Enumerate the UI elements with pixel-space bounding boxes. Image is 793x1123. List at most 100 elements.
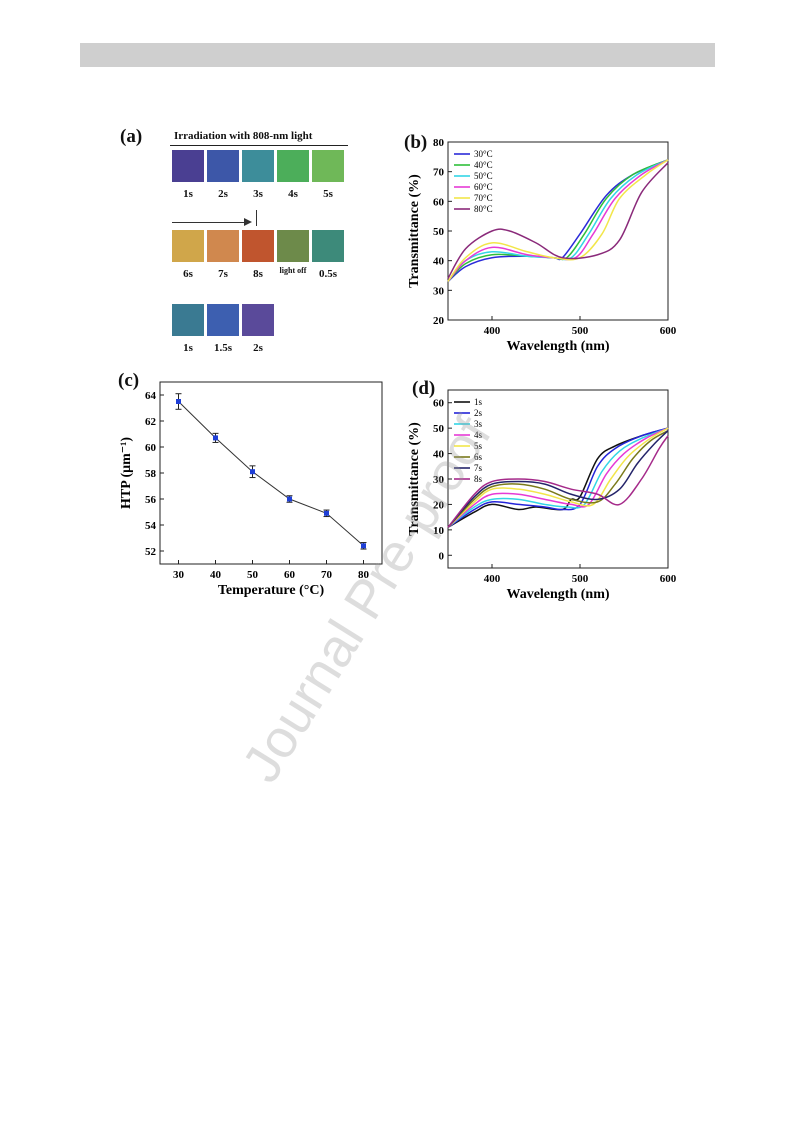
swatch-label: 1s — [183, 342, 193, 354]
swatch-2-2 — [242, 304, 274, 336]
swatch-0-1 — [207, 150, 239, 182]
series-line-2s — [447, 427, 669, 528]
chart-b: 400 500 600 20 30 40 50 60 70 80 Wavelength (nm) Tr… — [407, 137, 677, 354]
swatch-label: 8s — [253, 268, 263, 280]
swatch-1-1 — [207, 230, 239, 262]
swatch-1-0 — [172, 230, 204, 262]
swatch-2-0 — [172, 304, 204, 336]
x-tick-label: 70 — [321, 569, 333, 581]
x-tick-label: 40 — [210, 569, 222, 581]
data-point — [324, 510, 329, 516]
y-tick-label: 62 — [145, 416, 157, 428]
x-tick-label: 500 — [572, 325, 589, 337]
swatch-0-3 — [277, 150, 309, 182]
swatch-label: 2s — [218, 188, 228, 200]
series-line-70°C — [447, 159, 669, 282]
series-line — [178, 401, 364, 547]
swatch-0-2 — [242, 150, 274, 182]
chart-c: 30 40 50 60 70 80 52 54 56 58 60 62 64 Temperature (°… — [119, 381, 383, 598]
panel-a-color-swatches: (a) Irradiation with 808-nm light 1s 2s 3s… — [118, 126, 358, 366]
swatch-label: 7s — [218, 268, 228, 280]
legend-label: 80°C — [474, 204, 493, 214]
y-tick-label: 54 — [145, 520, 157, 532]
legend-label: 3s — [474, 419, 483, 429]
y-tick-label: 10 — [433, 525, 445, 537]
series-line-7s — [447, 430, 669, 528]
panel-a-arrow — [172, 222, 250, 223]
series-line-4s — [447, 427, 669, 528]
swatch-label: 1.5s — [213, 342, 233, 354]
legend-label: 6s — [474, 452, 483, 462]
swatch-1-3 — [277, 230, 309, 262]
panel-c-htp-temperature: (c) 30 40 50 60 70 80 52 54 56 58 60 62 64 Temperatur… — [112, 368, 398, 608]
x-tick-label: 400 — [484, 325, 501, 337]
y-tick-label: 30 — [433, 474, 445, 486]
panel-a-label: (a) — [120, 126, 143, 147]
panel-b-label: (b) — [404, 132, 428, 153]
x-tick-label: 400 — [484, 573, 501, 585]
series-line-3s — [447, 427, 669, 528]
swatch-label: 3s — [253, 188, 263, 200]
legend-label: 60°C — [474, 182, 493, 192]
x-tick-label: 60 — [284, 569, 296, 581]
swatch-label: 0.5s — [318, 268, 338, 280]
data-point — [287, 496, 292, 502]
x-axis-label: Temperature (°C) — [218, 583, 325, 598]
y-axis-label: Transmittance (%) — [407, 174, 422, 288]
legend-label: 50°C — [474, 171, 493, 181]
legend-label: 30°C — [474, 149, 493, 159]
plot-frame — [159, 381, 383, 565]
chart-d: 400 500 600 0 10 20 30 40 50 60 Wavelength (nm) Tra… — [407, 389, 677, 602]
y-tick-label: 52 — [145, 546, 157, 558]
x-tick-label: 500 — [572, 573, 589, 585]
y-tick-label: 40 — [433, 449, 445, 461]
swatch-0-0 — [172, 150, 204, 182]
x-tick-label: 30 — [173, 569, 185, 581]
x-tick-label: 600 — [660, 573, 677, 585]
y-tick-label: 70 — [433, 167, 445, 179]
y-axis-label: HTP (μm⁻¹) — [119, 437, 134, 509]
swatch-label: 1s — [183, 188, 193, 200]
y-tick-label: 50 — [433, 226, 445, 238]
x-tick-label: 80 — [358, 569, 370, 581]
legend-label: 8s — [474, 474, 483, 484]
swatch-label: 6s — [183, 268, 193, 280]
swatch-label: light off — [279, 266, 307, 275]
x-axis-label: Wavelength (nm) — [506, 339, 609, 354]
legend-label: 5s — [474, 441, 483, 451]
swatch-1-2 — [242, 230, 274, 262]
y-tick-label: 40 — [433, 256, 445, 268]
y-tick-label: 64 — [145, 390, 157, 402]
x-tick-label: 600 — [660, 325, 677, 337]
data-point — [361, 543, 366, 549]
swatch-0-4 — [312, 150, 344, 182]
series-line-8s — [447, 435, 669, 528]
y-tick-label: 80 — [433, 137, 445, 149]
legend-label: 2s — [474, 408, 483, 418]
data-point — [250, 469, 255, 475]
legend-label: 7s — [474, 463, 483, 473]
y-tick-label: 20 — [433, 315, 445, 327]
swatch-label: 4s — [288, 188, 298, 200]
series-line-5s — [447, 427, 669, 528]
x-tick-label: 50 — [247, 569, 259, 581]
y-tick-label: 58 — [145, 468, 157, 480]
data-point — [213, 435, 218, 441]
y-axis-label: Transmittance (%) — [407, 422, 422, 536]
legend-label: 4s — [474, 430, 483, 440]
panel-a-title-underline — [170, 145, 348, 146]
panel-d-label: (d) — [412, 378, 436, 399]
y-tick-label: 0 — [439, 550, 445, 562]
y-tick-label: 60 — [433, 196, 445, 208]
panel-b-transmittance-temperature: (b) 400 500 600 20 30 40 50 60 70 80 Wavelength (n… — [400, 128, 690, 358]
swatch-2-1 — [207, 304, 239, 336]
y-tick-label: 20 — [433, 499, 445, 511]
swatch-label: 5s — [323, 188, 333, 200]
series-line-1s — [447, 427, 669, 528]
y-tick-label: 30 — [433, 285, 445, 297]
series-line-6s — [447, 430, 669, 528]
panel-a-arrow-head — [244, 218, 252, 226]
y-tick-label: 56 — [145, 494, 157, 506]
x-axis-label: Wavelength (nm) — [506, 587, 609, 602]
swatch-label: 2s — [253, 342, 263, 354]
